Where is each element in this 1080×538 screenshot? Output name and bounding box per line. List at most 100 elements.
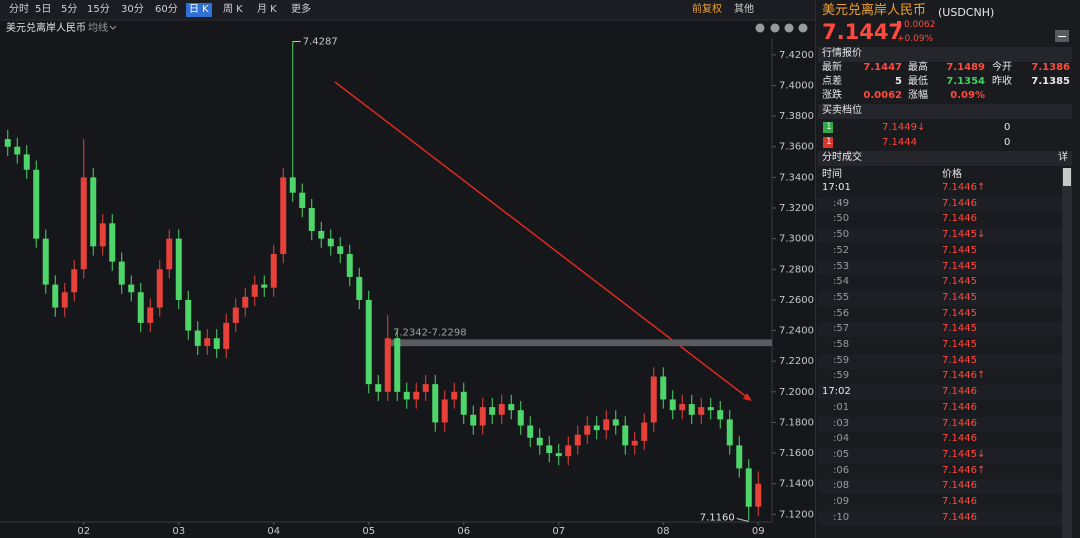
candle-body [432, 384, 439, 423]
icon[interactable] [798, 23, 808, 33]
candle-body [137, 292, 144, 323]
candle-body [365, 299, 372, 385]
x-tick-label: 07 [552, 526, 565, 537]
candle-body [650, 376, 657, 423]
candle-body [413, 391, 420, 400]
candle-body [584, 425, 591, 435]
x-tick-label: 03 [172, 526, 185, 537]
trade-time: :55 [833, 291, 850, 303]
candle-body [394, 338, 401, 392]
trade-price: 7.1446↑ [942, 370, 986, 382]
row-stripe [818, 510, 1062, 526]
toolbar-tab[interactable]: 5分 [61, 4, 78, 15]
y-tick-label: 7.3200 [779, 203, 814, 214]
level-price: 7.1444 [882, 137, 917, 148]
candle-body [707, 407, 714, 411]
candle-body [261, 284, 268, 288]
level-price: 7.1449↓ [882, 122, 926, 133]
trade-time: :56 [833, 307, 850, 319]
candle-body [23, 154, 30, 170]
y-tick-label: 7.3400 [779, 172, 814, 183]
candle-body [479, 407, 486, 426]
toolbar-tab[interactable]: 周 K [223, 4, 243, 15]
trade-price: 7.1446 [942, 433, 977, 445]
panel-change: 0.0062 [904, 20, 936, 30]
panel-change-pct: +0.09% [897, 34, 934, 44]
trade-time: 17:02 [822, 386, 851, 398]
candle-body [337, 246, 344, 254]
candle-body [688, 404, 695, 415]
trade-time: :06 [833, 464, 850, 476]
candle-body [375, 384, 382, 392]
candle-body [660, 376, 667, 400]
trade-time: :50 [833, 229, 850, 241]
candle-body [346, 253, 353, 277]
trade-price: 7.1445 [942, 276, 977, 288]
trade-time: :59 [833, 354, 850, 366]
toolbar-tab[interactable]: 日 K [186, 3, 212, 17]
trade-time: :50 [833, 213, 850, 225]
panel-code: (USDCNH) [938, 6, 995, 19]
trade-price: 7.1445 [942, 291, 977, 303]
candle-body [185, 299, 192, 331]
candle-body [451, 391, 458, 400]
x-tick-label: 09 [752, 526, 765, 537]
icon[interactable] [784, 23, 794, 33]
trade-price: 7.1445 [942, 339, 977, 350]
trade-price: 7.1446 [942, 480, 977, 492]
candle-body [80, 177, 87, 270]
row-stripe [818, 416, 1062, 432]
candle-body [489, 407, 496, 415]
toolbar-tab[interactable]: 30分 [121, 4, 144, 15]
panel-title: 美元兑离岸人民币 [822, 3, 927, 18]
other-select[interactable]: 其他 [734, 4, 754, 15]
candle-body [717, 410, 724, 420]
candle-body [403, 391, 410, 400]
trade-price: 7.1446 [942, 213, 977, 225]
toolbar-tab[interactable]: 分时 [9, 4, 29, 15]
trade-price: 7.1446 [942, 511, 977, 523]
min-label: 7.1160 [700, 512, 735, 523]
toolbar-tab[interactable]: 15分 [87, 4, 110, 15]
toolbar-tab[interactable]: 60分 [155, 4, 178, 15]
col-header: 时间 [822, 169, 842, 180]
adjust-select[interactable]: 前复权 [692, 4, 722, 15]
candle-body [441, 399, 448, 423]
candle-body [470, 414, 477, 426]
ma-toggle[interactable]: 均线 [88, 21, 108, 34]
candle-body [270, 253, 277, 288]
trade-price: 7.1445 [942, 354, 977, 366]
icon[interactable] [755, 23, 765, 33]
candle-body [726, 419, 733, 446]
candle-body [52, 284, 59, 308]
toolbar-tab[interactable]: 更多 [291, 4, 311, 15]
price-band [390, 339, 772, 347]
candle-body [90, 177, 97, 247]
quote-value: 5 [895, 76, 902, 87]
quote-value: 7.1385 [1031, 76, 1070, 87]
candle-body [61, 292, 68, 308]
up-icon [897, 21, 901, 28]
toolbar-tab[interactable]: 月 K [257, 4, 277, 15]
candle-body [109, 223, 116, 262]
icon[interactable] [770, 23, 780, 33]
y-tick-label: 7.3800 [779, 111, 814, 122]
y-tick-label: 7.2200 [779, 356, 814, 367]
candle-body [213, 338, 220, 349]
candle-body [508, 404, 515, 411]
detail-link[interactable]: 详 [1058, 152, 1068, 163]
candle-body [223, 322, 230, 349]
row-stripe [818, 479, 1062, 495]
trade-price: 7.1445 [942, 244, 977, 256]
candle-body [736, 445, 743, 469]
y-tick-label: 7.4000 [779, 80, 814, 91]
quote-value: 7.1386 [1031, 62, 1070, 73]
candle-body [308, 208, 315, 231]
trade-time: :10 [833, 511, 850, 523]
level-number: 1 [826, 122, 832, 132]
candle-body [99, 223, 106, 247]
toolbar-tab[interactable]: 5日 [35, 4, 52, 15]
chart-icons [755, 23, 808, 33]
row-stripe [818, 228, 1062, 244]
